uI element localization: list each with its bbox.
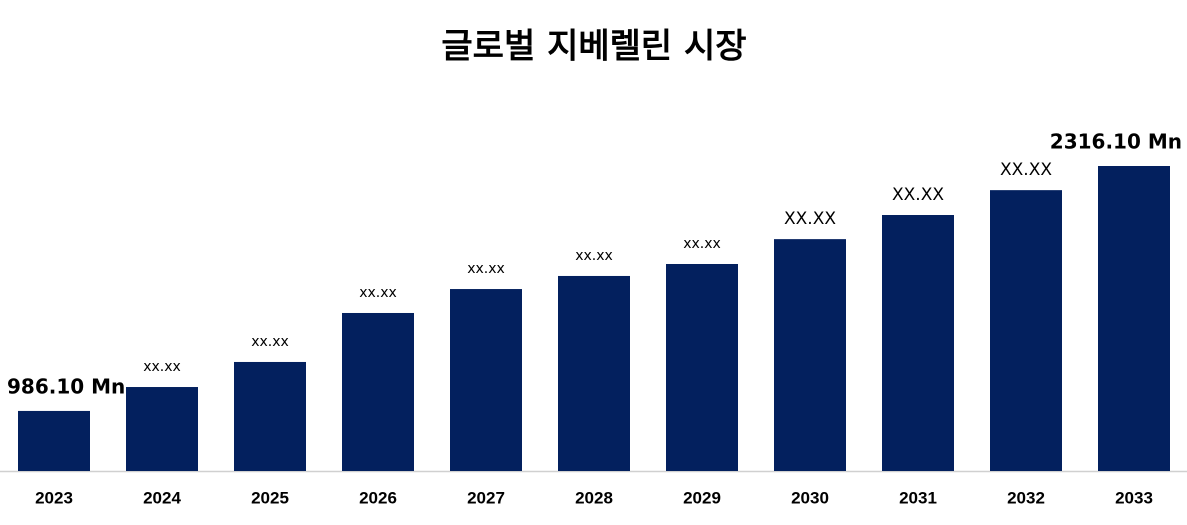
value-label: xx.xx (575, 248, 613, 264)
x-tick-label: 2026 (359, 488, 397, 507)
bar (342, 312, 414, 471)
bar (126, 387, 198, 471)
bar (882, 215, 954, 471)
x-tick-label: 2033 (1115, 488, 1153, 507)
bar (774, 239, 846, 471)
bar (1098, 166, 1170, 471)
x-tick-label: 2029 (683, 488, 721, 507)
x-tick-label: 2032 (1007, 488, 1045, 507)
x-tick-label: 2031 (899, 488, 937, 507)
bar (234, 361, 306, 471)
bar (666, 263, 738, 471)
bar (558, 275, 630, 471)
value-label: 2316.10 Mn (1050, 130, 1182, 154)
bar (990, 190, 1062, 471)
chart-title: 글로벌 지베렐린 시장 (441, 27, 746, 67)
bar (450, 289, 522, 471)
x-tick-label: 2030 (791, 488, 829, 507)
x-tick-label: 2025 (251, 488, 289, 507)
value-label: xx.xx (143, 359, 181, 375)
value-label: 986.10 Mn (7, 374, 125, 398)
value-label: xx.xx (359, 285, 397, 301)
x-tick-label: 2027 (467, 488, 505, 507)
bar (18, 410, 90, 471)
value-label: XX.XX (892, 185, 944, 205)
x-tick-label: 2028 (575, 488, 613, 507)
x-tick-label: 2023 (35, 488, 73, 507)
x-tick-label: 2024 (143, 488, 181, 507)
value-label: XX.XX (784, 209, 836, 229)
value-label: xx.xx (467, 261, 505, 277)
value-label: xx.xx (683, 236, 721, 252)
value-label: XX.XX (1000, 160, 1052, 180)
value-label: xx.xx (251, 334, 289, 350)
